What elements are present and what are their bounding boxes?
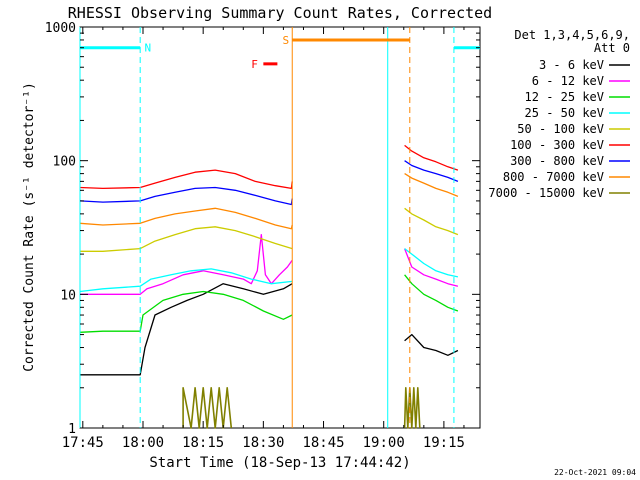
axes-group: 17:45 18:00 18:15 18:30 18:45 19:00 19:15 1 10 10… bbox=[45, 21, 480, 451]
legend-header: Att 0 bbox=[594, 41, 630, 55]
series-line-4 bbox=[80, 207, 459, 252]
y-tick-label: 100 bbox=[53, 155, 76, 170]
legend-label: 100 - 300 keV bbox=[510, 138, 604, 152]
series-line-1 bbox=[80, 233, 459, 295]
legend-header: Det 1,3,4,5,6,9, bbox=[514, 28, 630, 42]
x-tick-label: 19:15 bbox=[423, 435, 465, 451]
y-tick-label: 1000 bbox=[45, 21, 76, 36]
series-line-6 bbox=[79, 160, 459, 206]
x-tick-label: 18:45 bbox=[302, 435, 344, 451]
legend-label: 300 - 800 keV bbox=[510, 154, 604, 168]
series-line-8 bbox=[182, 387, 421, 429]
series-line-7 bbox=[79, 173, 459, 230]
series-line-2 bbox=[79, 274, 459, 333]
y-tick-label: 1 bbox=[68, 422, 76, 437]
legend-label: 800 - 7000 keV bbox=[503, 170, 604, 184]
x-tick-label: 19:00 bbox=[363, 435, 405, 451]
legend-label: 7000 - 15000 keV bbox=[488, 186, 604, 200]
chart-title: RHESSI Observing Summary Count Rates, Co… bbox=[68, 4, 492, 22]
footer-stamp: 22-Oct-2021 09:04 bbox=[554, 468, 636, 477]
legend-label: 3 - 6 keV bbox=[539, 58, 604, 72]
legend: Det 1,3,4,5,6,9,Att 0 3 - 6 keV 6 - 12 keV… bbox=[488, 28, 630, 200]
legend-label: 6 - 12 keV bbox=[532, 74, 604, 88]
annotation-group: N S F bbox=[79, 27, 480, 428]
annotation-label-S: S bbox=[283, 34, 290, 47]
series-line-5 bbox=[79, 144, 459, 190]
series-line-3 bbox=[79, 248, 459, 293]
y-tick-label: 10 bbox=[60, 288, 76, 303]
data-series-group bbox=[79, 144, 459, 429]
y-axis-label: Corrected Count Rate (s⁻¹ detector⁻¹) bbox=[22, 82, 37, 372]
x-axis-label: Start Time (18-Sep-13 17:44:42) bbox=[149, 455, 410, 471]
legend-label: 25 - 50 keV bbox=[525, 106, 604, 120]
series-line-0 bbox=[80, 283, 459, 376]
legend-label: 50 - 100 keV bbox=[517, 122, 604, 136]
annotation-label-F: F bbox=[251, 58, 258, 71]
x-tick-label: 18:15 bbox=[182, 435, 224, 451]
annotation-label-N: N bbox=[144, 42, 151, 55]
x-tick-label: 18:00 bbox=[122, 435, 164, 451]
x-tick-label: 17:45 bbox=[62, 435, 104, 451]
legend-label: 12 - 25 keV bbox=[525, 90, 604, 104]
x-tick-label: 18:30 bbox=[242, 435, 284, 451]
